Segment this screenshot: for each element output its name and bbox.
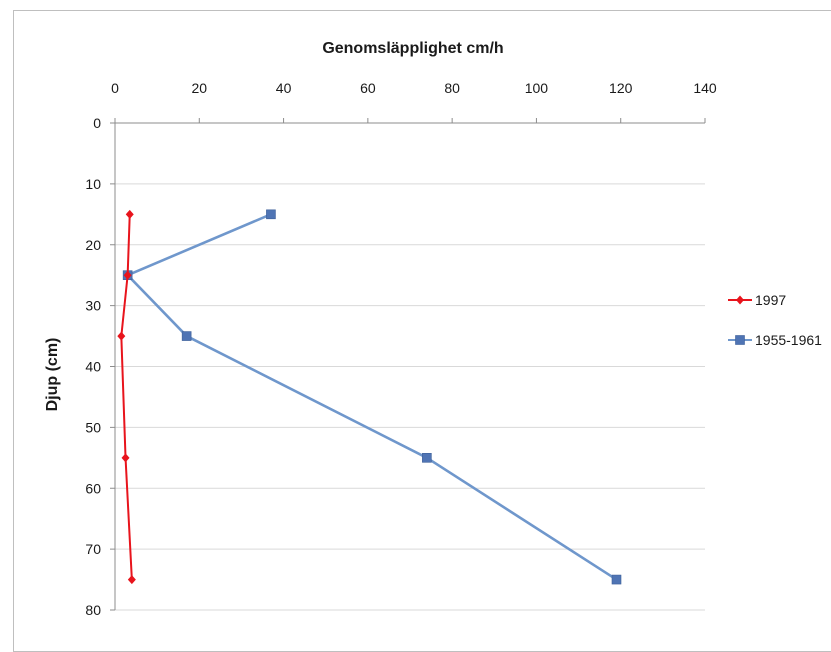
y-tick-label: 40 — [85, 359, 101, 375]
permeability-depth-chart: 0 10 20 30 40 50 60 70 80 0 20 40 60 80 100 120 140 1997… — [44, 40, 822, 618]
legend-marker — [736, 295, 744, 305]
series — [117, 209, 622, 585]
series-1 — [122, 209, 622, 585]
y-tick-label: 60 — [85, 480, 101, 496]
data-point — [117, 331, 126, 341]
data-point — [121, 453, 130, 463]
legend: 1997 1955-1961 — [728, 292, 822, 348]
x-tick-label: 60 — [360, 80, 376, 96]
axes: 0 10 20 30 40 50 60 70 80 0 20 40 60 80 100 120 140 — [85, 80, 716, 618]
legend-entry-0: 1997 — [728, 292, 786, 308]
data-point — [125, 209, 134, 219]
y-tick-label: 30 — [85, 298, 101, 314]
data-point — [422, 453, 432, 463]
x-tick-label: 80 — [444, 80, 460, 96]
legend-label: 1955-1961 — [755, 332, 822, 348]
x-tick-label: 140 — [693, 80, 717, 96]
x-tick-label: 40 — [276, 80, 292, 96]
gridlines — [115, 183, 705, 611]
legend-label: 1997 — [755, 292, 786, 308]
y-tick-label: 70 — [85, 541, 101, 557]
y-axis-title: Djup (cm) — [44, 338, 61, 412]
x-tick-label: 120 — [609, 80, 633, 96]
legend-marker — [735, 335, 745, 345]
chart-frame — [13, 10, 831, 652]
y-tick-label: 10 — [85, 176, 101, 192]
y-tick-label: 20 — [85, 237, 101, 253]
series-0 — [117, 209, 136, 585]
x-axis-title: Genomsläpplighet cm/h — [322, 40, 503, 57]
series-line — [120, 214, 133, 580]
series-line — [126, 213, 618, 581]
x-tick-label: 20 — [191, 80, 207, 96]
data-point — [266, 209, 276, 220]
legend-entry-1: 1955-1961 — [728, 332, 822, 348]
x-tick-label: 0 — [111, 80, 119, 96]
y-tick-label: 80 — [85, 602, 101, 618]
x-tick-label: 100 — [525, 80, 549, 96]
data-point — [611, 574, 622, 585]
data-point — [123, 270, 132, 280]
data-point — [127, 575, 136, 585]
data-point — [181, 331, 192, 341]
y-tick-label: 0 — [93, 115, 101, 131]
y-tick-label: 50 — [85, 419, 101, 435]
